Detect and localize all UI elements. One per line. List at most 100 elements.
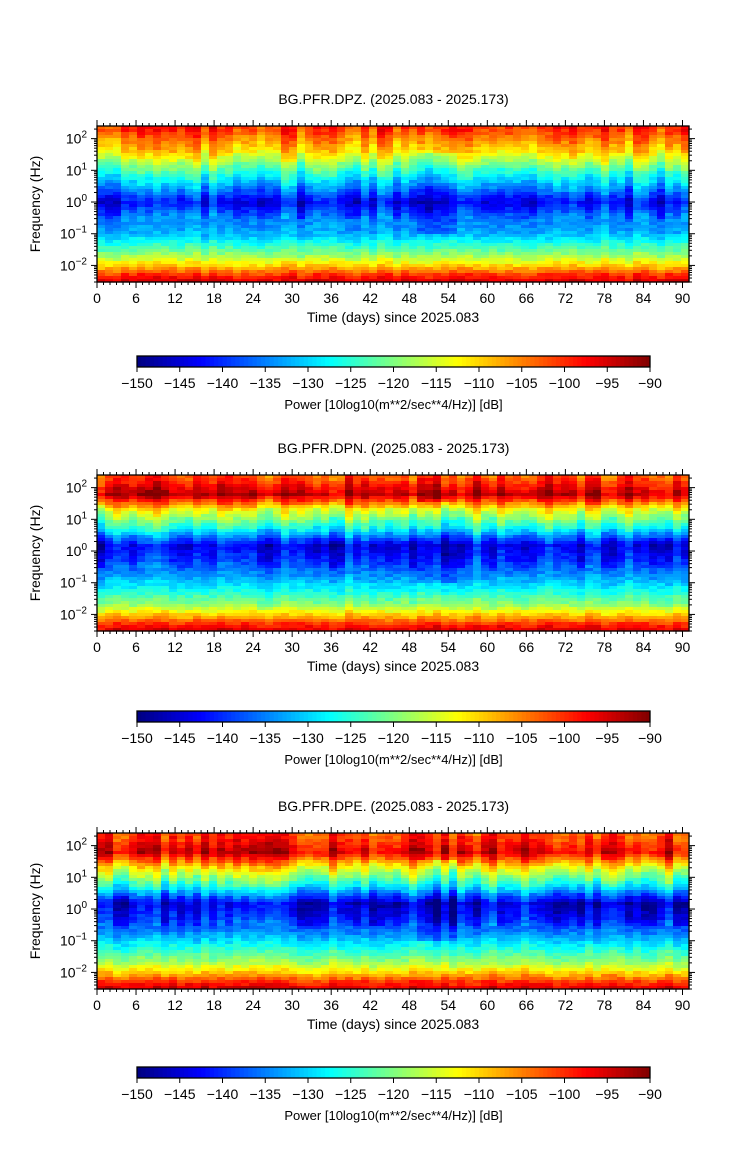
spectrogram-cell	[385, 270, 394, 274]
spectrogram-cell	[625, 156, 634, 160]
spectrogram-cell	[385, 207, 394, 211]
spectrogram-cell	[409, 150, 418, 154]
spectrogram-cell	[497, 252, 506, 256]
spectrogram-cell	[665, 204, 674, 208]
spectrogram-cell	[137, 135, 146, 139]
spectrogram-cell	[513, 144, 522, 148]
spectrogram-cell	[633, 267, 642, 271]
spectrogram-cell	[225, 135, 234, 139]
spectrogram-cell	[385, 228, 394, 232]
spectrogram-cell	[481, 180, 490, 184]
spectrogram-cell	[481, 276, 490, 280]
spectrogram-cell	[241, 198, 250, 202]
spectrogram-cell	[409, 168, 418, 172]
spectrogram-cell	[193, 499, 202, 503]
spectrogram-cell	[313, 475, 322, 479]
spectrogram-cell	[353, 475, 362, 479]
spectrogram-cell	[433, 213, 442, 217]
spectrogram-cell	[489, 252, 498, 256]
spectrogram-cell	[249, 141, 258, 145]
spectrogram-cell	[217, 252, 226, 256]
spectrogram-cell	[321, 243, 330, 247]
spectrogram-cell	[577, 499, 586, 503]
spectrogram-cell	[329, 496, 338, 500]
spectrogram-cell	[625, 135, 634, 139]
spectrogram-cell	[385, 147, 394, 151]
spectrogram-cell	[329, 258, 338, 262]
spectrogram-cell	[473, 237, 482, 241]
spectrogram-cell	[233, 174, 242, 178]
spectrogram-cell	[273, 261, 282, 265]
spectrogram-cell	[593, 126, 602, 130]
spectrogram-cell	[577, 475, 586, 479]
spectrogram-cell	[369, 496, 378, 500]
colorbar-segment	[470, 356, 476, 367]
spectrogram-cell	[513, 207, 522, 211]
spectrogram-cell	[441, 484, 450, 488]
spectrogram-cell	[625, 484, 634, 488]
spectrogram-cell	[433, 249, 442, 253]
spectrogram-cell	[169, 279, 178, 283]
spectrogram-cell	[193, 201, 202, 205]
spectrogram-cell	[497, 192, 506, 196]
spectrogram-cell	[105, 273, 114, 277]
spectrogram-cell	[521, 234, 530, 238]
spectrogram-cell	[521, 144, 530, 148]
spectrogram-cell	[401, 267, 410, 271]
y-tick-label: 100	[66, 193, 88, 210]
spectrogram-cell	[561, 273, 570, 277]
spectrogram-cell	[297, 156, 306, 160]
spectrogram-cell	[393, 153, 402, 157]
spectrogram-cell	[105, 132, 114, 136]
spectrogram-cell	[161, 171, 170, 175]
spectrogram-cell	[169, 270, 178, 274]
spectrogram-cell	[305, 496, 314, 500]
spectrogram-cell	[657, 249, 666, 253]
spectrogram-cell	[449, 192, 458, 196]
spectrogram-cell	[321, 502, 330, 506]
spectrogram-cell	[529, 237, 538, 241]
spectrogram-cell	[513, 219, 522, 223]
spectrogram-cell	[361, 216, 370, 220]
spectrogram-cell	[553, 240, 562, 244]
spectrogram-cell	[369, 168, 378, 172]
spectrogram-cell	[273, 174, 282, 178]
spectrogram-cell	[473, 225, 482, 229]
spectrogram-cell	[185, 135, 194, 139]
spectrogram-cell	[105, 186, 114, 190]
spectrogram-cell	[473, 276, 482, 280]
spectrogram-cell	[233, 210, 242, 214]
spectrogram-cell	[617, 219, 626, 223]
spectrogram-cell	[433, 156, 442, 160]
spectrogram-cell	[481, 228, 490, 232]
spectrogram-cell	[225, 216, 234, 220]
spectrogram-cell	[329, 234, 338, 238]
spectrogram-cell	[529, 201, 538, 205]
spectrogram-cell	[673, 267, 682, 271]
spectrogram-cell	[633, 490, 642, 494]
spectrogram-cell	[473, 150, 482, 154]
spectrogram-cell	[585, 189, 594, 193]
spectrogram-cell	[121, 475, 130, 479]
spectrogram-cell	[433, 174, 442, 178]
spectrogram-cell	[633, 141, 642, 145]
spectrogram-cell	[529, 195, 538, 199]
spectrogram-cell	[305, 276, 314, 280]
spectrogram-cell	[393, 490, 402, 494]
colorbar-segment	[453, 356, 459, 367]
spectrogram-cell	[369, 138, 378, 142]
spectrogram-cell	[169, 487, 178, 491]
spectrogram-cell	[409, 496, 418, 500]
spectrogram-cell	[377, 499, 386, 503]
spectrogram-cell	[137, 129, 146, 133]
spectrogram-cell	[481, 129, 490, 133]
colorbar-segment	[594, 356, 600, 367]
spectrogram-cell	[241, 240, 250, 244]
spectrogram-cell	[449, 228, 458, 232]
spectrogram-cell	[657, 246, 666, 250]
spectrogram-cell	[417, 270, 426, 274]
spectrogram-cell	[273, 496, 282, 500]
spectrogram-cell	[249, 261, 258, 265]
spectrogram-cell	[281, 129, 290, 133]
spectrogram-cell	[673, 192, 682, 196]
